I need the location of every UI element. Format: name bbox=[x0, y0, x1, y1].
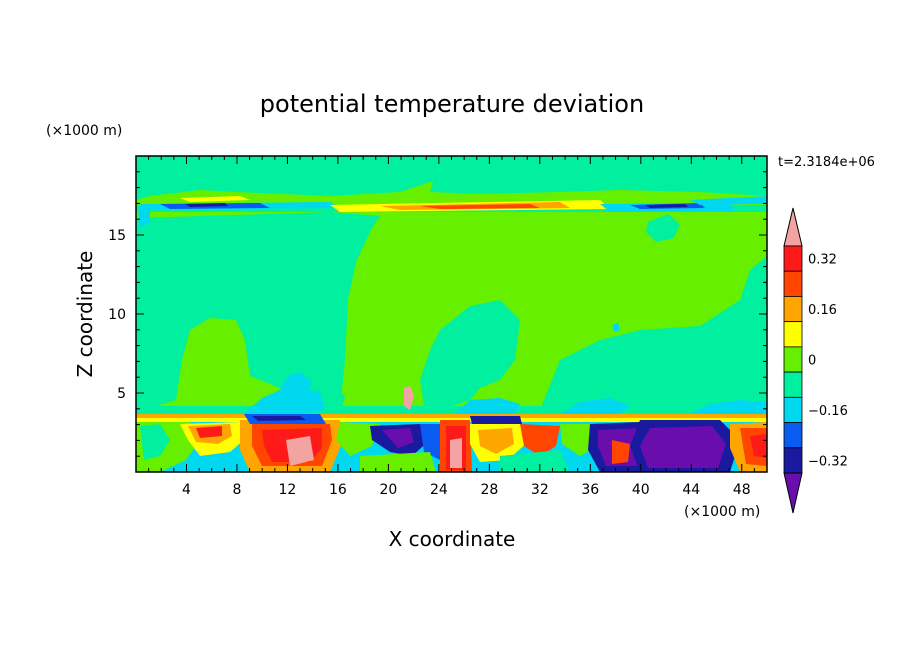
colorbar-label: 0.32 bbox=[808, 253, 837, 268]
x-tick-label: 24 bbox=[430, 482, 448, 498]
colorbar-bin bbox=[783, 422, 803, 449]
x-tick-label: 44 bbox=[682, 482, 700, 498]
colorbar-label: −0.32 bbox=[808, 454, 848, 469]
colorbar-label: −0.16 bbox=[808, 404, 848, 419]
chart-title: potential temperature deviation bbox=[260, 90, 644, 118]
colorbar-bin bbox=[783, 245, 803, 272]
colorbar-bottom-arrow bbox=[783, 472, 803, 514]
colorbar-bin bbox=[783, 371, 803, 398]
cyan-patches bbox=[138, 208, 767, 414]
colorbar-bin bbox=[783, 447, 803, 474]
y-axis: 5 10 15 bbox=[108, 171, 767, 457]
x-tick-label: 40 bbox=[632, 482, 650, 498]
x-tick-label: 8 bbox=[232, 482, 241, 498]
y-axis-label: Z coordinate bbox=[73, 251, 97, 378]
x-tick-label: 36 bbox=[581, 482, 599, 498]
colorbar-top-arrow bbox=[783, 207, 803, 247]
upper-band bbox=[136, 196, 767, 212]
y-unit-label: (×1000 m) bbox=[46, 123, 122, 139]
x-tick-label: 12 bbox=[279, 482, 297, 498]
colorbar-bin bbox=[783, 296, 803, 323]
colorbar-label: 0 bbox=[808, 354, 816, 369]
y-tick-label: 15 bbox=[108, 228, 126, 244]
boundary-layer bbox=[136, 386, 767, 472]
x-tick-label: 20 bbox=[379, 482, 397, 498]
boundary-layer-edge-orange bbox=[136, 414, 767, 420]
x-axis: 4 8 12 16 20 24 28 32 36 40 44 48 bbox=[148, 156, 755, 498]
colorbar: 0.32 0.16 0 −0.16 −0.32 bbox=[783, 207, 848, 514]
x-tick-label: 4 bbox=[182, 482, 191, 498]
x-tick-label: 16 bbox=[329, 482, 347, 498]
time-label: t=2.3184e+06 bbox=[778, 155, 875, 170]
colorbar-bin bbox=[783, 270, 803, 297]
colorbar-bin bbox=[783, 396, 803, 423]
plot-area bbox=[136, 156, 767, 472]
x-tick-label: 32 bbox=[531, 482, 549, 498]
colorbar-label: 0.16 bbox=[808, 303, 837, 318]
y-tick-label: 5 bbox=[117, 386, 126, 402]
x-tick-label: 48 bbox=[733, 482, 751, 498]
x-tick-label: 28 bbox=[480, 482, 498, 498]
x-axis-label: X coordinate bbox=[389, 527, 516, 551]
colorbar-bin bbox=[783, 346, 803, 373]
colorbar-bin bbox=[783, 321, 803, 348]
x-unit-label: (×1000 m) bbox=[684, 504, 760, 520]
y-tick-label: 10 bbox=[108, 307, 126, 323]
